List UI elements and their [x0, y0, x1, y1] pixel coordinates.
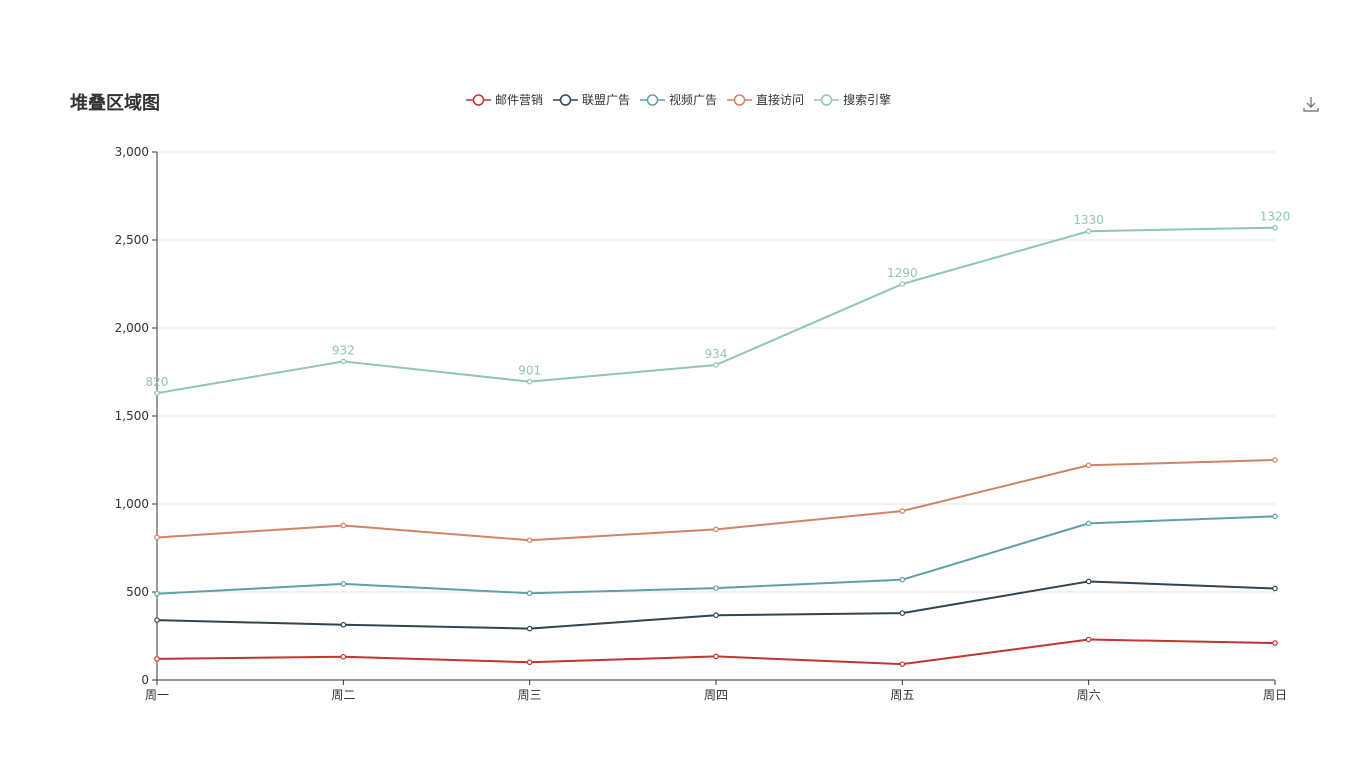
series-1-point-2	[526, 625, 533, 632]
series-line-0	[156, 638, 1276, 666]
series-4-point-3	[713, 362, 719, 368]
series-4-label-1: 932	[332, 343, 355, 357]
y-tick-label-5: 2,500	[115, 233, 149, 247]
legend-marker-4	[814, 93, 840, 106]
series-line-4	[156, 226, 1276, 395]
legend-label-2: 视频广告	[669, 93, 718, 107]
legend-label-1: 联盟广告	[582, 93, 631, 107]
legend-item-1[interactable]: 联盟广告	[553, 91, 630, 108]
x-tick-label-2: 周三	[518, 688, 542, 702]
chart-title: 堆叠区域图	[70, 93, 160, 114]
legend-marker-2	[640, 93, 666, 106]
series-2-point-4	[899, 576, 906, 583]
x-tick-label-0: 周一	[145, 688, 169, 702]
y-tick-label-4: 2,000	[115, 321, 149, 335]
series-0-point-1	[340, 653, 347, 660]
x-tick-label-4: 周五	[890, 688, 914, 702]
series-4-label-6: 1320	[1260, 210, 1291, 224]
legend-item-4[interactable]: 搜索引擎	[814, 91, 891, 108]
series-1-point-6	[1272, 585, 1278, 592]
series-0-point-4	[899, 661, 906, 667]
series-1-point-1	[340, 621, 347, 628]
legend-item-2[interactable]: 视频广告	[640, 91, 717, 108]
series-4-point-5	[1085, 228, 1092, 235]
x-tick-label-1: 周二	[331, 688, 355, 702]
legend-marker-1	[553, 93, 579, 106]
series-2-point-0	[154, 590, 160, 597]
series-1-point-0	[154, 617, 160, 623]
legend-marker-0	[466, 93, 491, 106]
x-tick-label-6: 周日	[1263, 688, 1287, 702]
series-2-point-6	[1272, 513, 1278, 520]
series-2-point-2	[526, 590, 533, 597]
series-4-point-1	[340, 358, 347, 365]
series-3-point-6	[1272, 457, 1278, 463]
series-4-point-2	[526, 378, 533, 385]
x-tick-label-5: 周六	[1077, 688, 1101, 702]
series-4-point-4	[899, 281, 906, 287]
series-2-point-5	[1085, 520, 1092, 527]
series-2-point-1	[340, 581, 347, 587]
series-0-point-3	[713, 653, 719, 660]
series-1-point-5	[1085, 578, 1092, 585]
legend-label-4: 搜索引擎	[843, 93, 892, 107]
series-3-point-3	[713, 526, 719, 533]
y-tick-label-6: 3,000	[115, 145, 149, 159]
y-tick-label-2: 1,000	[115, 497, 149, 511]
y-tick-label-0: 0	[141, 673, 149, 687]
legend: 邮件营销 联盟广告 视频广告 直接访问 搜索引擎	[466, 91, 901, 108]
series-2-point-3	[713, 585, 719, 591]
series-4-label-3: 934	[705, 347, 728, 361]
legend-marker-3	[727, 93, 753, 106]
series-4-label-5: 1330	[1073, 213, 1104, 227]
download-icon[interactable]	[1302, 95, 1320, 113]
series-0-point-5	[1085, 636, 1092, 643]
series-4-label-2: 901	[518, 364, 541, 378]
series-3-point-5	[1085, 462, 1092, 469]
series-0-point-0	[154, 656, 160, 662]
series-4-label-0: 820	[146, 375, 169, 389]
series-3-point-0	[154, 534, 160, 541]
series-0-point-6	[1272, 640, 1278, 646]
x-tick-label-3: 周四	[704, 688, 728, 702]
series-3-point-4	[899, 508, 906, 514]
series-0-point-2	[526, 659, 533, 666]
series-4-point-0	[154, 390, 160, 396]
series-3-point-2	[526, 537, 533, 544]
y-tick-label-3: 1,500	[115, 409, 149, 423]
series-1-point-4	[899, 610, 906, 616]
legend-label-0: 邮件营销	[495, 93, 544, 107]
legend-item-0[interactable]: 邮件营销	[466, 91, 543, 108]
series-3-point-1	[340, 522, 347, 529]
series-4-point-6	[1272, 224, 1278, 231]
series-4-label-4: 1290	[887, 266, 918, 280]
legend-label-3: 直接访问	[756, 93, 805, 107]
y-tick-label-1: 500	[126, 585, 149, 599]
series-1-point-3	[713, 612, 719, 619]
legend-item-3[interactable]: 直接访问	[727, 91, 804, 108]
